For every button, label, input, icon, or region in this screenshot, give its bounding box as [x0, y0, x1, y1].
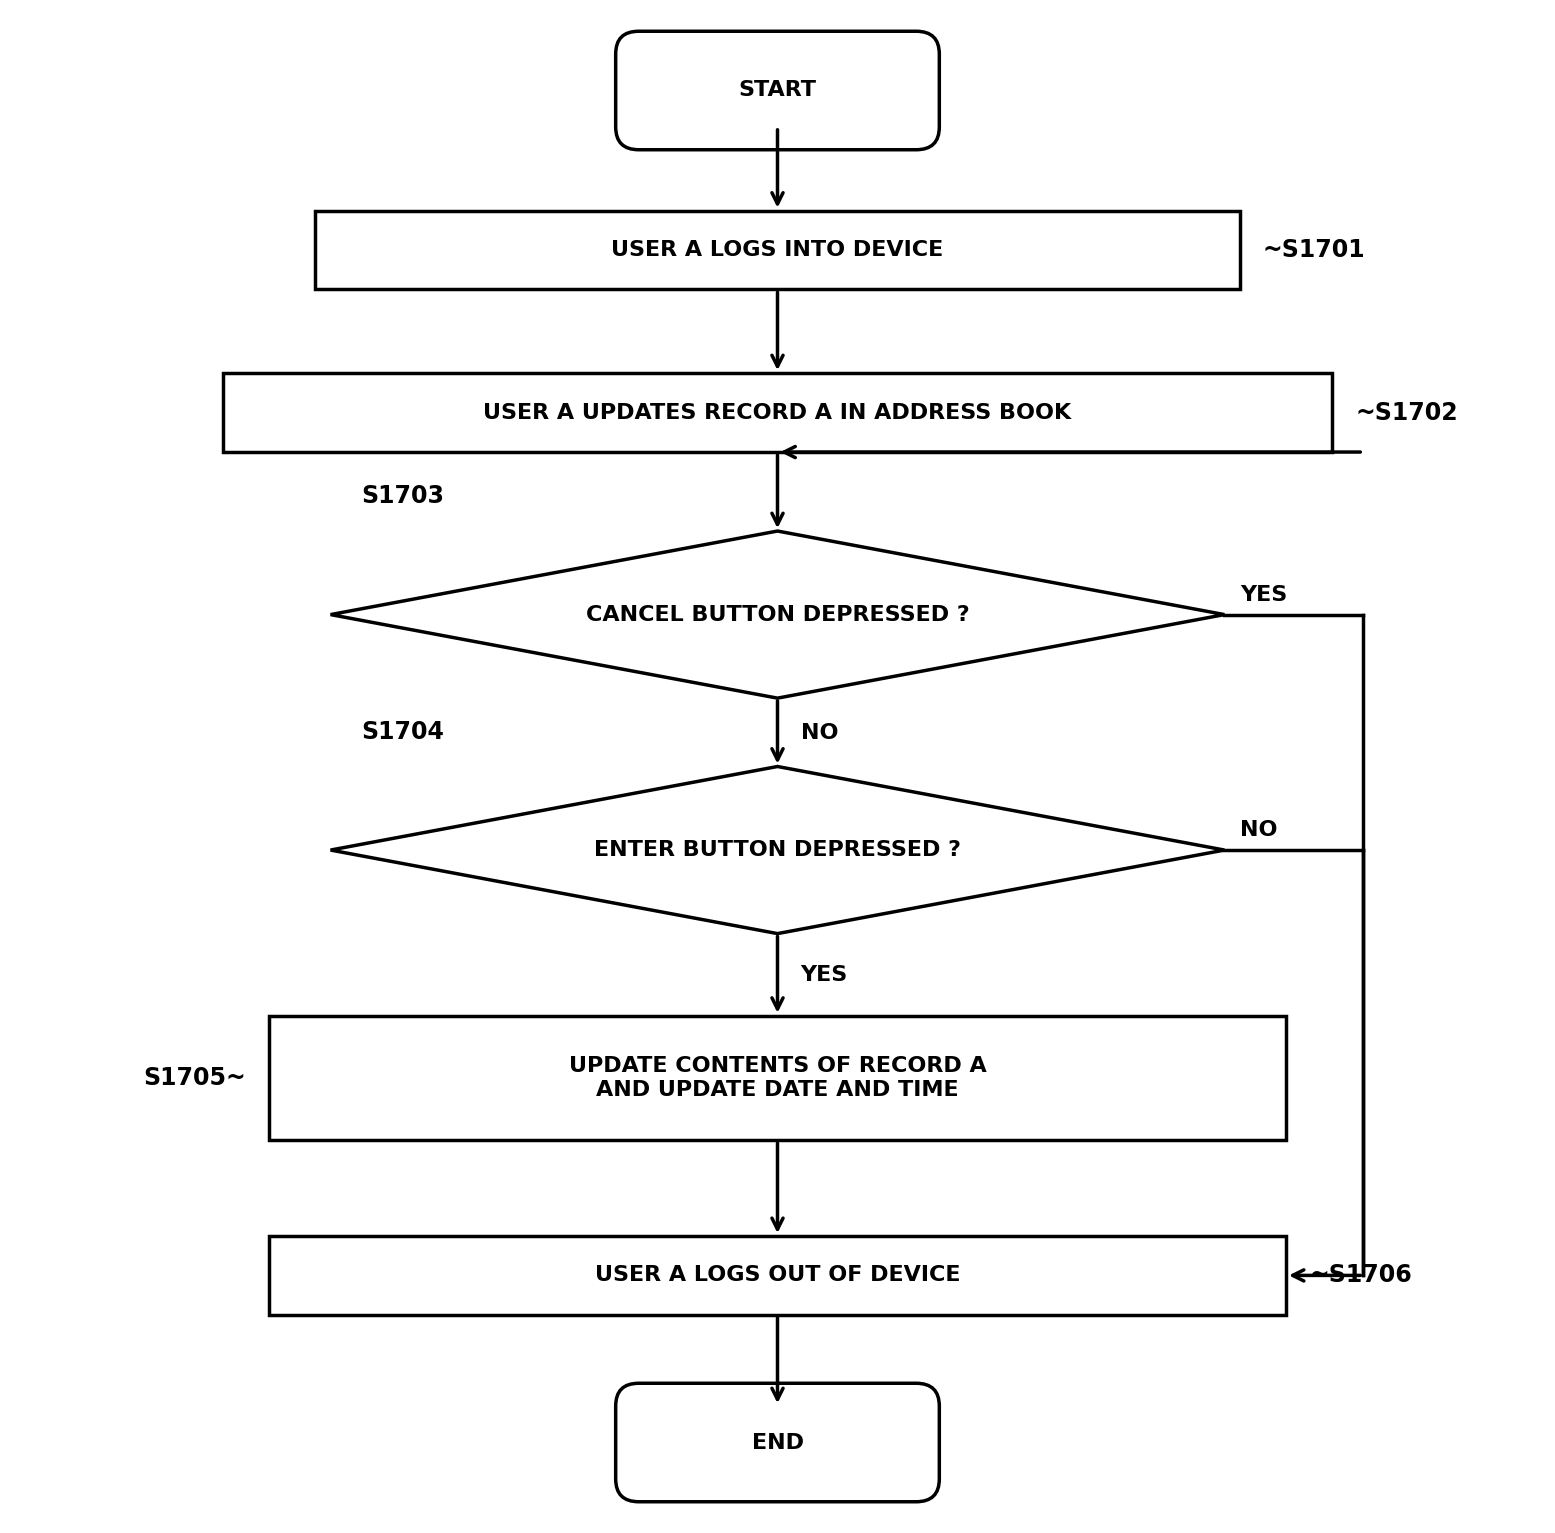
- Text: END: END: [751, 1432, 804, 1452]
- Text: ~S1706: ~S1706: [1309, 1263, 1412, 1288]
- Bar: [269, 1236, 1286, 1315]
- Text: S1703: S1703: [361, 484, 445, 509]
- Text: YES: YES: [1239, 586, 1288, 606]
- FancyBboxPatch shape: [616, 1383, 939, 1502]
- Bar: [222, 373, 1333, 452]
- Text: START: START: [739, 81, 816, 101]
- Text: ENTER BUTTON DEPRESSED ?: ENTER BUTTON DEPRESSED ?: [594, 840, 961, 860]
- Text: ~S1701: ~S1701: [1263, 238, 1365, 262]
- Text: NO: NO: [801, 724, 838, 744]
- Text: S1704: S1704: [361, 719, 445, 744]
- Text: UPDATE CONTENTS OF RECORD A
AND UPDATE DATE AND TIME: UPDATE CONTENTS OF RECORD A AND UPDATE D…: [569, 1056, 986, 1099]
- Text: S1705~: S1705~: [143, 1065, 246, 1090]
- Text: YES: YES: [801, 964, 847, 984]
- Polygon shape: [331, 766, 1224, 934]
- Bar: [316, 210, 1239, 290]
- Text: NO: NO: [1239, 820, 1277, 840]
- Text: ~S1702: ~S1702: [1356, 400, 1459, 425]
- FancyBboxPatch shape: [616, 31, 939, 150]
- Polygon shape: [331, 530, 1224, 698]
- Text: USER A UPDATES RECORD A IN ADDRESS BOOK: USER A UPDATES RECORD A IN ADDRESS BOOK: [484, 403, 1071, 423]
- Text: CANCEL BUTTON DEPRESSED ?: CANCEL BUTTON DEPRESSED ?: [586, 604, 969, 624]
- Text: USER A LOGS OUT OF DEVICE: USER A LOGS OUT OF DEVICE: [594, 1265, 961, 1285]
- Text: USER A LOGS INTO DEVICE: USER A LOGS INTO DEVICE: [611, 241, 944, 261]
- Bar: [269, 1016, 1286, 1141]
